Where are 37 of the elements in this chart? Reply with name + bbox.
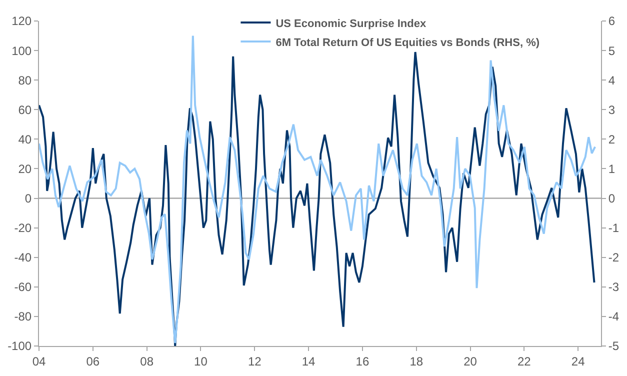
x-tick-label: 12 [248,354,262,368]
x-tick-label: 06 [86,354,100,368]
y-tick-label: 20 [18,162,32,176]
y2-tick-label: 2 [608,132,616,146]
y2-tick-label: -5 [608,339,620,354]
y-tick-label: -100 [8,339,32,354]
y-tick-label: 60 [18,102,32,117]
y-tick-label: 100 [12,44,32,58]
y2-tick-label: 6 [608,14,616,28]
y2-tick-label: 3 [608,102,616,117]
x-tick-label: 10 [194,354,208,368]
y-tick-label: -60 [14,280,32,294]
y-tick-label: 120 [12,14,32,28]
y2-tick-label: 0 [608,191,616,206]
x-tick-label: 18 [410,354,424,368]
y2-tick-label: -2 [608,250,620,265]
x-tick-label: 22 [518,354,532,368]
x-tick-label: 08 [140,354,154,368]
y2-tick-label: 4 [608,73,616,88]
x-tick-label: 24 [571,354,586,368]
legend-label: 6M Total Return Of US Equities vs Bonds (RHS, %) [276,36,540,49]
y-tick-label: 80 [18,73,32,88]
y-tick-label: 40 [18,132,32,146]
y2-tick-label: 1 [608,162,616,176]
y2-tick-label: -4 [608,310,620,324]
x-tick-label: 04 [32,354,46,368]
y-tick-label: -40 [14,250,32,265]
y2-tick-label: -3 [608,280,620,294]
y2-tick-label: -1 [608,221,620,236]
legend-label: US Economic Surprise Index [276,18,427,30]
y-tick-label: -20 [14,221,32,236]
x-tick-label: 16 [356,354,370,368]
y-tick-label: -80 [14,310,32,324]
x-tick-label: 20 [464,354,478,368]
y-tick-label: 0 [24,191,32,206]
y2-tick-label: 5 [608,44,616,58]
x-tick-label: 14 [302,354,316,368]
